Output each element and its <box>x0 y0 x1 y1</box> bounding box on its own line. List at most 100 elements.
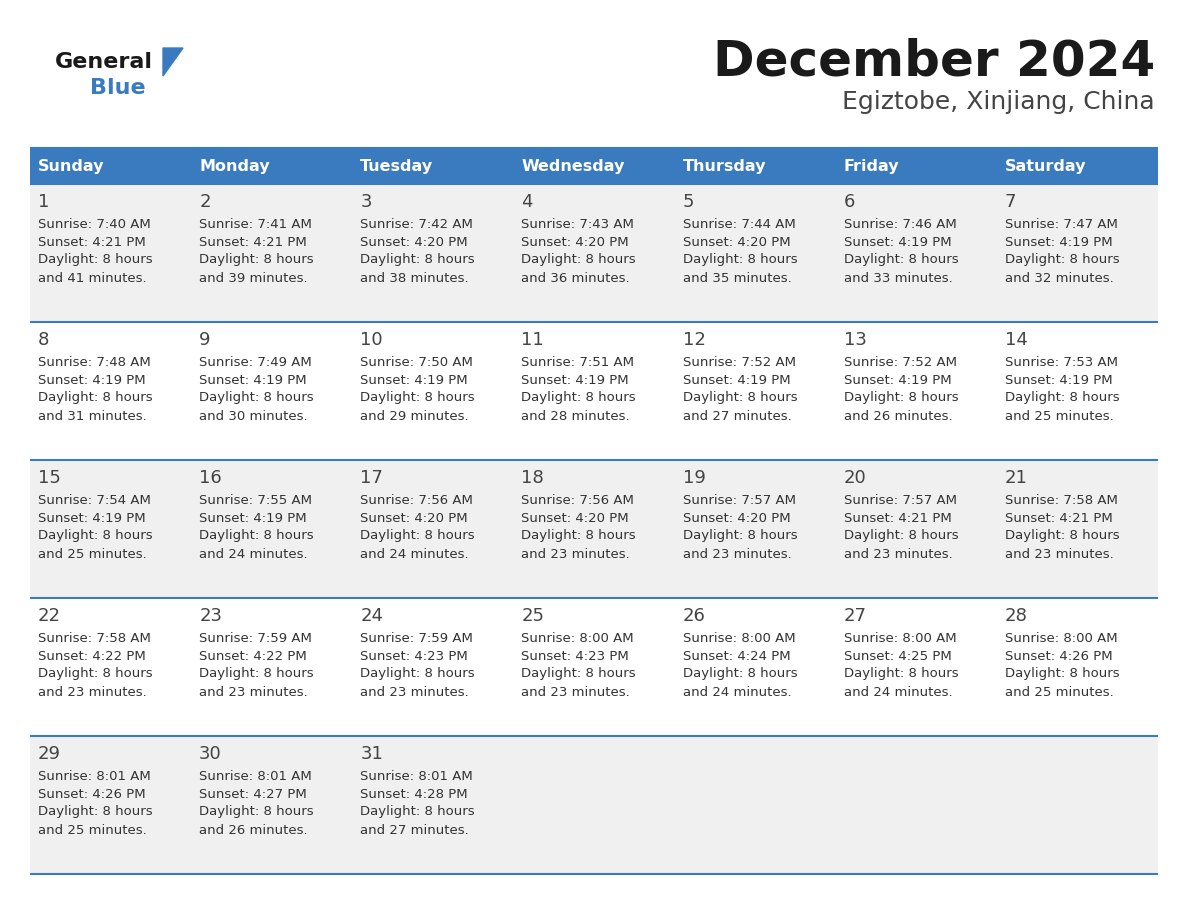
Text: and 23 minutes.: and 23 minutes. <box>683 547 791 561</box>
Text: Sunrise: 7:51 AM: Sunrise: 7:51 AM <box>522 355 634 368</box>
Text: Sunset: 4:20 PM: Sunset: 4:20 PM <box>522 511 630 524</box>
Text: Sunset: 4:27 PM: Sunset: 4:27 PM <box>200 788 307 800</box>
Text: Sunrise: 7:58 AM: Sunrise: 7:58 AM <box>1005 494 1118 507</box>
Text: and 29 minutes.: and 29 minutes. <box>360 409 469 422</box>
Text: 29: 29 <box>38 745 61 763</box>
Text: 7: 7 <box>1005 193 1017 211</box>
Text: 30: 30 <box>200 745 222 763</box>
Text: Daylight: 8 hours: Daylight: 8 hours <box>843 667 959 680</box>
Text: Daylight: 8 hours: Daylight: 8 hours <box>38 530 152 543</box>
Text: Sunset: 4:23 PM: Sunset: 4:23 PM <box>522 650 630 663</box>
Text: 18: 18 <box>522 469 544 487</box>
Text: 13: 13 <box>843 331 866 349</box>
Text: and 23 minutes.: and 23 minutes. <box>522 686 630 699</box>
Text: and 41 minutes.: and 41 minutes. <box>38 272 146 285</box>
Text: Sunrise: 8:00 AM: Sunrise: 8:00 AM <box>522 632 634 644</box>
Text: Sunrise: 7:57 AM: Sunrise: 7:57 AM <box>683 494 796 507</box>
Text: Daylight: 8 hours: Daylight: 8 hours <box>522 391 636 405</box>
Text: Daylight: 8 hours: Daylight: 8 hours <box>360 667 475 680</box>
Text: Sunset: 4:22 PM: Sunset: 4:22 PM <box>200 650 307 663</box>
Text: Sunrise: 7:54 AM: Sunrise: 7:54 AM <box>38 494 151 507</box>
Text: Daylight: 8 hours: Daylight: 8 hours <box>38 667 152 680</box>
Text: Blue: Blue <box>90 78 146 98</box>
Text: Sunset: 4:23 PM: Sunset: 4:23 PM <box>360 650 468 663</box>
Text: Daylight: 8 hours: Daylight: 8 hours <box>200 530 314 543</box>
Text: 27: 27 <box>843 607 867 625</box>
Text: Sunrise: 8:01 AM: Sunrise: 8:01 AM <box>360 769 473 782</box>
Text: Daylight: 8 hours: Daylight: 8 hours <box>1005 667 1119 680</box>
Text: Sunset: 4:20 PM: Sunset: 4:20 PM <box>360 236 468 249</box>
Text: Sunset: 4:19 PM: Sunset: 4:19 PM <box>38 511 146 524</box>
Text: Sunset: 4:26 PM: Sunset: 4:26 PM <box>1005 650 1112 663</box>
Text: Sunrise: 7:53 AM: Sunrise: 7:53 AM <box>1005 355 1118 368</box>
Text: and 36 minutes.: and 36 minutes. <box>522 272 630 285</box>
Text: Daylight: 8 hours: Daylight: 8 hours <box>843 391 959 405</box>
Text: Sunrise: 8:00 AM: Sunrise: 8:00 AM <box>843 632 956 644</box>
Text: Sunset: 4:19 PM: Sunset: 4:19 PM <box>522 374 630 386</box>
Text: Daylight: 8 hours: Daylight: 8 hours <box>360 805 475 819</box>
Text: 14: 14 <box>1005 331 1028 349</box>
Text: Sunset: 4:19 PM: Sunset: 4:19 PM <box>200 374 307 386</box>
Text: 6: 6 <box>843 193 855 211</box>
Text: Sunset: 4:19 PM: Sunset: 4:19 PM <box>1005 236 1112 249</box>
Text: Sunset: 4:22 PM: Sunset: 4:22 PM <box>38 650 146 663</box>
Text: Daylight: 8 hours: Daylight: 8 hours <box>1005 253 1119 266</box>
Text: 4: 4 <box>522 193 533 211</box>
Text: Daylight: 8 hours: Daylight: 8 hours <box>38 253 152 266</box>
Text: 25: 25 <box>522 607 544 625</box>
Text: Sunrise: 7:44 AM: Sunrise: 7:44 AM <box>683 218 795 230</box>
Text: Sunset: 4:20 PM: Sunset: 4:20 PM <box>683 236 790 249</box>
Text: Sunrise: 7:49 AM: Sunrise: 7:49 AM <box>200 355 312 368</box>
Text: Daylight: 8 hours: Daylight: 8 hours <box>360 253 475 266</box>
Text: December 2024: December 2024 <box>713 38 1155 86</box>
Text: Sunrise: 7:43 AM: Sunrise: 7:43 AM <box>522 218 634 230</box>
Text: Sunrise: 7:50 AM: Sunrise: 7:50 AM <box>360 355 473 368</box>
Text: Sunset: 4:21 PM: Sunset: 4:21 PM <box>1005 511 1113 524</box>
Text: Friday: Friday <box>843 159 899 174</box>
Text: and 30 minutes.: and 30 minutes. <box>200 409 308 422</box>
Text: Daylight: 8 hours: Daylight: 8 hours <box>522 530 636 543</box>
Text: Sunrise: 8:01 AM: Sunrise: 8:01 AM <box>38 769 151 782</box>
Bar <box>30 736 1158 874</box>
Text: 21: 21 <box>1005 469 1028 487</box>
Text: Daylight: 8 hours: Daylight: 8 hours <box>38 391 152 405</box>
Text: Daylight: 8 hours: Daylight: 8 hours <box>200 805 314 819</box>
Text: Daylight: 8 hours: Daylight: 8 hours <box>683 253 797 266</box>
Text: 26: 26 <box>683 607 706 625</box>
Text: Daylight: 8 hours: Daylight: 8 hours <box>200 253 314 266</box>
Text: Sunset: 4:19 PM: Sunset: 4:19 PM <box>38 374 146 386</box>
Text: Thursday: Thursday <box>683 159 766 174</box>
Text: 16: 16 <box>200 469 222 487</box>
Text: 31: 31 <box>360 745 384 763</box>
Text: Daylight: 8 hours: Daylight: 8 hours <box>522 253 636 266</box>
Text: and 33 minutes.: and 33 minutes. <box>843 272 953 285</box>
Text: Monday: Monday <box>200 159 270 174</box>
Text: and 27 minutes.: and 27 minutes. <box>683 409 791 422</box>
Text: and 23 minutes.: and 23 minutes. <box>522 547 630 561</box>
Text: Sunrise: 7:42 AM: Sunrise: 7:42 AM <box>360 218 473 230</box>
Bar <box>30 598 1158 736</box>
Text: Sunset: 4:21 PM: Sunset: 4:21 PM <box>200 236 307 249</box>
Text: Sunset: 4:28 PM: Sunset: 4:28 PM <box>360 788 468 800</box>
Text: and 26 minutes.: and 26 minutes. <box>200 823 308 836</box>
Text: Sunrise: 8:00 AM: Sunrise: 8:00 AM <box>683 632 795 644</box>
Text: 3: 3 <box>360 193 372 211</box>
Bar <box>30 460 1158 598</box>
Text: Sunrise: 8:00 AM: Sunrise: 8:00 AM <box>1005 632 1118 644</box>
Text: Sunrise: 7:56 AM: Sunrise: 7:56 AM <box>522 494 634 507</box>
Text: Daylight: 8 hours: Daylight: 8 hours <box>1005 391 1119 405</box>
Text: Daylight: 8 hours: Daylight: 8 hours <box>843 253 959 266</box>
Text: Sunrise: 8:01 AM: Sunrise: 8:01 AM <box>200 769 312 782</box>
Text: Sunset: 4:19 PM: Sunset: 4:19 PM <box>1005 374 1112 386</box>
Text: Daylight: 8 hours: Daylight: 8 hours <box>200 391 314 405</box>
Text: and 25 minutes.: and 25 minutes. <box>1005 409 1113 422</box>
Text: Sunset: 4:21 PM: Sunset: 4:21 PM <box>38 236 146 249</box>
Text: Sunset: 4:20 PM: Sunset: 4:20 PM <box>360 511 468 524</box>
Text: Sunset: 4:19 PM: Sunset: 4:19 PM <box>200 511 307 524</box>
Text: Sunset: 4:20 PM: Sunset: 4:20 PM <box>683 511 790 524</box>
Text: and 24 minutes.: and 24 minutes. <box>843 686 953 699</box>
Text: 9: 9 <box>200 331 210 349</box>
Text: Wednesday: Wednesday <box>522 159 625 174</box>
Text: 20: 20 <box>843 469 866 487</box>
Text: Daylight: 8 hours: Daylight: 8 hours <box>38 805 152 819</box>
